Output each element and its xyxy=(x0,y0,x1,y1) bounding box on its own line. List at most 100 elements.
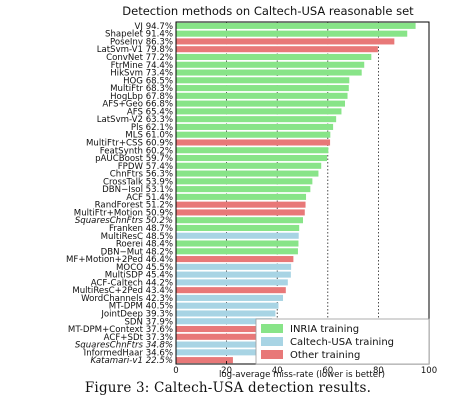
bar xyxy=(176,162,322,169)
chart-title: Detection methods on Caltech-USA reasona… xyxy=(122,4,414,18)
bar-label: Pls 62.1% xyxy=(131,123,173,133)
bar xyxy=(176,85,349,92)
bar-label: VJ 94.7% xyxy=(135,22,173,32)
bar-labels: VJ 94.7%Shapelet 91.4%PoseInv 86.3%LatSv… xyxy=(66,22,173,366)
bar xyxy=(176,240,299,247)
bar xyxy=(176,147,329,154)
bar xyxy=(176,224,300,232)
chart: Detection methods on Caltech-USA reasona… xyxy=(66,4,437,380)
bar xyxy=(176,209,305,216)
tick-label: 0 xyxy=(173,366,178,376)
bar xyxy=(176,310,276,317)
bar-label: HikSvm 73.4% xyxy=(110,69,173,79)
tick-label: 40 xyxy=(272,366,283,376)
bar xyxy=(176,333,271,340)
bar xyxy=(176,193,307,200)
bar xyxy=(176,294,284,301)
bar-label: ACF-Caltech 44.2% xyxy=(91,278,173,288)
bar xyxy=(176,201,306,208)
bar xyxy=(176,92,348,99)
tick-label: 20 xyxy=(221,366,232,376)
bar-label: ConvNet 77.2% xyxy=(106,53,173,63)
bar xyxy=(176,108,342,115)
bar-label: pAUCBoost 59.7% xyxy=(95,154,173,164)
legend-swatch xyxy=(261,350,283,359)
bar xyxy=(176,186,311,193)
legend-swatch xyxy=(261,337,283,346)
bar xyxy=(176,22,416,29)
bar xyxy=(176,38,395,45)
bar xyxy=(176,69,362,76)
bars xyxy=(176,22,416,364)
bar-label: LatSvm-V2 63.3% xyxy=(97,115,173,125)
bar-label: MultiFtr 68.3% xyxy=(110,84,173,94)
bar-label: DBN−Mut 48.2% xyxy=(101,247,173,257)
bar xyxy=(176,341,265,348)
bar-label: LatSvm-V1 79.8% xyxy=(97,45,173,55)
bar-label: HogLbp 67.8% xyxy=(110,92,173,102)
bar-label: MultiResC 48.5% xyxy=(101,232,173,242)
bar xyxy=(176,271,291,278)
bar-label: Franken 48.7% xyxy=(109,224,173,234)
bar xyxy=(176,123,334,130)
bar xyxy=(176,279,288,286)
bar xyxy=(176,53,372,61)
bar xyxy=(176,46,378,53)
bar xyxy=(176,178,313,185)
bar-label: InformedHaar 34.6% xyxy=(84,348,173,358)
bar-label: MultiFtr+Motion 50.9% xyxy=(74,208,173,218)
bar xyxy=(176,232,299,239)
bar-label: PoseInv 86.3% xyxy=(110,37,173,47)
tick-label: 80 xyxy=(373,366,384,376)
bar-label: SquaresChnFtrs 50.2% xyxy=(75,216,173,226)
bar-label: FeatSynth 60.2% xyxy=(100,146,173,156)
bar xyxy=(176,256,294,263)
bar-label: DBN−Isol 53.1% xyxy=(102,185,173,195)
bar-label: ACF+SDt 37.3% xyxy=(104,333,173,343)
bar-label: MF+Motion+2Ped 46.4% xyxy=(66,255,173,265)
bar-label: JointDeep 39.3% xyxy=(100,309,173,319)
bar xyxy=(176,170,319,177)
bar-label: AFS+Geo 66.8% xyxy=(102,100,173,110)
bar-label: MT-DPM 40.5% xyxy=(109,302,173,312)
bar-label: Shapelet 91.4% xyxy=(105,30,173,40)
bar xyxy=(176,248,298,255)
bar-label: ChnFtrs 56.3% xyxy=(110,170,173,180)
bar-label: FtrMine 74.4% xyxy=(111,61,173,71)
bar xyxy=(176,131,331,138)
bar xyxy=(176,30,408,37)
legend-label: Caltech-USA training xyxy=(290,337,394,348)
bar xyxy=(176,349,264,356)
tick-label: 100 xyxy=(421,366,437,376)
bar-label: SquaresChnFtrs 34.8% xyxy=(75,341,173,351)
bar-label: MultiFtr+CSS 60.9% xyxy=(86,138,173,148)
bar-label: FPDW 57.4% xyxy=(118,162,173,172)
bar xyxy=(176,77,350,84)
tick-label: 60 xyxy=(322,366,333,376)
bar xyxy=(176,116,337,123)
bar-label: Katamari-v1 22.5% xyxy=(91,356,173,366)
bar xyxy=(176,139,331,146)
legend-swatch xyxy=(261,324,283,333)
bar-label: MOCO 45.5% xyxy=(116,263,173,273)
bar xyxy=(176,318,272,325)
bar xyxy=(176,287,286,294)
bar-label: MultiSDP 45.4% xyxy=(105,271,173,281)
legend-box xyxy=(255,318,430,365)
figure-caption: Figure 3: Caltech-USA detection results. xyxy=(84,380,372,396)
bar-label: AFS 65.4% xyxy=(127,107,173,117)
bar-label: SDN 37.9% xyxy=(124,317,173,327)
bar xyxy=(176,325,272,333)
bar-label: MLS 61.0% xyxy=(125,131,173,141)
bar xyxy=(176,217,304,224)
bar-label: MT-DPM+Context 37.6% xyxy=(68,325,173,335)
bar-label: MultiResC+2Ped 43.4% xyxy=(72,286,173,296)
bar-label: ACF 51.4% xyxy=(126,193,173,203)
bar-label: CrossTalk 53.9% xyxy=(103,177,173,187)
bar xyxy=(176,357,233,364)
bar xyxy=(176,263,292,270)
legend: INRIA training Caltech-USA training Other … xyxy=(255,318,430,365)
bar xyxy=(176,100,346,107)
bar xyxy=(176,61,365,68)
x-axis-label: log-average miss-rate (lower is better) xyxy=(219,370,385,380)
